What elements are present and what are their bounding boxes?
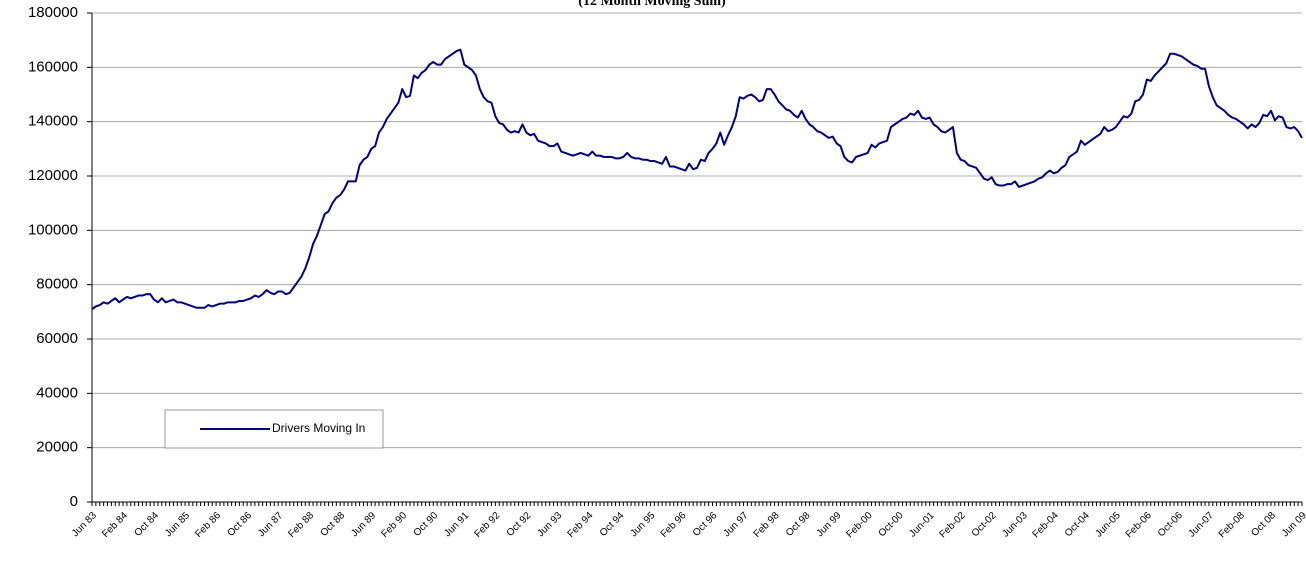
y-tick-label: 60000 — [36, 330, 78, 347]
x-tick-label: Feb-08 — [1217, 510, 1247, 540]
x-tick-label: Oct 88 — [319, 510, 348, 539]
x-tick-label: Feb 90 — [379, 510, 409, 540]
y-tick-label: 140000 — [28, 113, 78, 130]
x-tick-label: Oct 08 — [1249, 510, 1278, 539]
x-tick-label: Oct 96 — [691, 510, 720, 539]
x-tick-label: Jun-05 — [1093, 510, 1123, 540]
x-tick-label: Feb-02 — [938, 510, 968, 540]
x-tick-label: Oct-00 — [877, 510, 906, 539]
x-tick-label: Feb-06 — [1124, 510, 1154, 540]
x-tick-label: Jun 97 — [722, 510, 751, 539]
x-tick-label: Jun 87 — [256, 510, 285, 539]
grid: 0 20000 40000 60000 80000 100000 120000 140000 1… — [28, 4, 1306, 540]
x-tick-label: Oct 92 — [505, 510, 534, 539]
x-tick-label: Jun 85 — [163, 510, 192, 539]
y-tick-label: 180000 — [28, 4, 78, 21]
x-tick-label: Feb 94 — [566, 510, 596, 540]
x-tick-label: Oct-02 — [970, 510, 999, 539]
y-tick-label: 160000 — [28, 58, 78, 75]
x-tick-label: Oct 86 — [226, 510, 255, 539]
x-tick-label: Jun-03 — [1000, 510, 1030, 540]
x-tick-label: Feb 86 — [193, 510, 223, 540]
x-tick-label: Oct 94 — [598, 510, 627, 539]
x-tick-label: Jun 89 — [349, 510, 378, 539]
x-tick-label: Feb 88 — [286, 510, 316, 540]
plot — [91, 48, 1303, 310]
x-tick-label: Jun 95 — [628, 510, 657, 539]
y-tick-label: 80000 — [36, 276, 78, 293]
chart-subtitle: (12 Month Moving Sum) — [578, 0, 726, 9]
x-tick-label: Oct-04 — [1063, 510, 1092, 539]
x-tick-label: Jun 99 — [815, 510, 844, 539]
x-tick-label: Feb-04 — [1031, 510, 1061, 540]
x-tick-label: Jun 83 — [70, 510, 99, 539]
x-tick-label: Feb 92 — [473, 510, 503, 540]
x-tick-label: Feb 84 — [100, 510, 130, 540]
x-tick-label: Feb 96 — [659, 510, 689, 540]
y-tick-label: 40000 — [36, 384, 78, 401]
y-tick-label: 100000 — [28, 221, 78, 238]
x-tick-label: Feb 98 — [752, 510, 782, 540]
legend-label: Drivers Moving In — [272, 421, 365, 435]
x-tick-label: Jun 93 — [535, 510, 564, 539]
y-tick-label: 120000 — [28, 167, 78, 184]
y-tick-label: 0 — [70, 493, 78, 510]
x-tick-label: Feb-00 — [844, 510, 874, 540]
x-tick-label: Jun 91 — [442, 510, 471, 539]
series-line — [91, 48, 1303, 310]
x-tick-label: Oct 98 — [784, 510, 813, 539]
x-tick-label: Jun-01 — [907, 510, 937, 540]
x-tick-label: Oct 90 — [412, 510, 441, 539]
x-tick-label: Jun-07 — [1187, 510, 1217, 540]
y-tick-label: 20000 — [36, 439, 78, 456]
x-tick-label: Jun 09 — [1280, 510, 1306, 539]
x-tick-label: Oct 84 — [132, 510, 161, 539]
x-tick-label: Oct-06 — [1156, 510, 1185, 539]
